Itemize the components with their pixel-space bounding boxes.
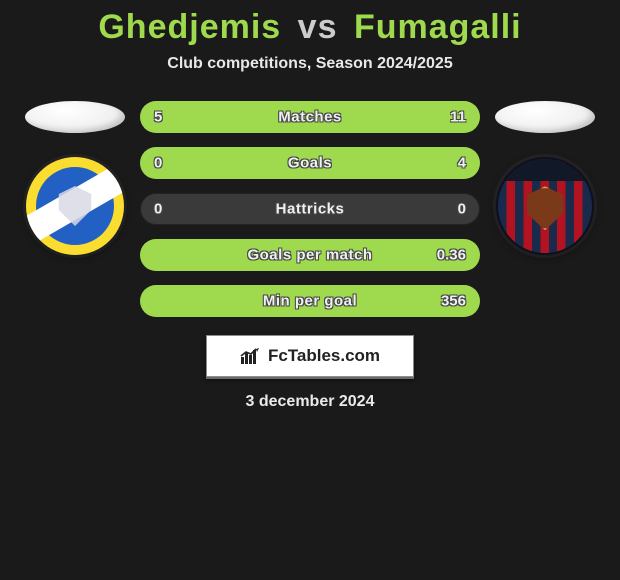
stat-value-left: 0 — [154, 201, 162, 218]
stat-value-right: 4 — [458, 155, 466, 172]
stat-value-left: 0 — [154, 155, 162, 172]
stat-bar: 0 4 Goals — [140, 147, 480, 179]
club-2-emblem-icon — [525, 186, 565, 230]
player-1-name: Ghedjemis — [98, 8, 281, 46]
club-1-emblem-icon — [57, 186, 93, 226]
brand-text: FcTables.com — [268, 346, 380, 366]
player-2-name: Fumagalli — [354, 8, 522, 46]
right-side — [490, 101, 600, 255]
brand-badge[interactable]: FcTables.com — [206, 335, 414, 377]
stat-bar: 0 0 Hattricks — [140, 193, 480, 225]
page-title: Ghedjemis vs Fumagalli — [98, 8, 521, 47]
stat-value-right: 356 — [441, 293, 466, 310]
stat-label: Goals — [288, 155, 332, 172]
left-side — [20, 101, 130, 255]
stat-bar: 356 Min per goal — [140, 285, 480, 317]
vs-text: vs — [298, 8, 338, 46]
stat-bar: 0.36 Goals per match — [140, 239, 480, 271]
stat-value-left: 5 — [154, 109, 162, 126]
player-2-avatar — [495, 101, 595, 133]
stat-value-right: 0.36 — [437, 247, 466, 264]
comparison-card: Ghedjemis vs Fumagalli Club competitions… — [0, 0, 620, 411]
bars-chart-icon — [240, 347, 262, 365]
stat-value-right: 0 — [458, 201, 466, 218]
content-row: 5 11 Matches 0 4 Goals 0 0 Hattricks 0.36 Goals pe… — [0, 101, 620, 317]
stat-value-right: 11 — [450, 109, 466, 126]
date-text: 3 december 2024 — [246, 393, 375, 411]
stat-label: Hattricks — [276, 201, 345, 218]
player-1-avatar — [25, 101, 125, 133]
stat-bar: 5 11 Matches — [140, 101, 480, 133]
stat-label: Matches — [278, 109, 342, 126]
stat-bars: 5 11 Matches 0 4 Goals 0 0 Hattricks 0.36 Goals pe… — [130, 101, 490, 317]
subtitle: Club competitions, Season 2024/2025 — [167, 55, 452, 73]
player-1-club-badge — [26, 157, 124, 255]
footer: FcTables.com 3 december 2024 — [206, 335, 414, 411]
stat-label: Min per goal — [263, 293, 357, 310]
stat-label: Goals per match — [247, 247, 372, 264]
player-2-club-badge — [496, 157, 594, 255]
